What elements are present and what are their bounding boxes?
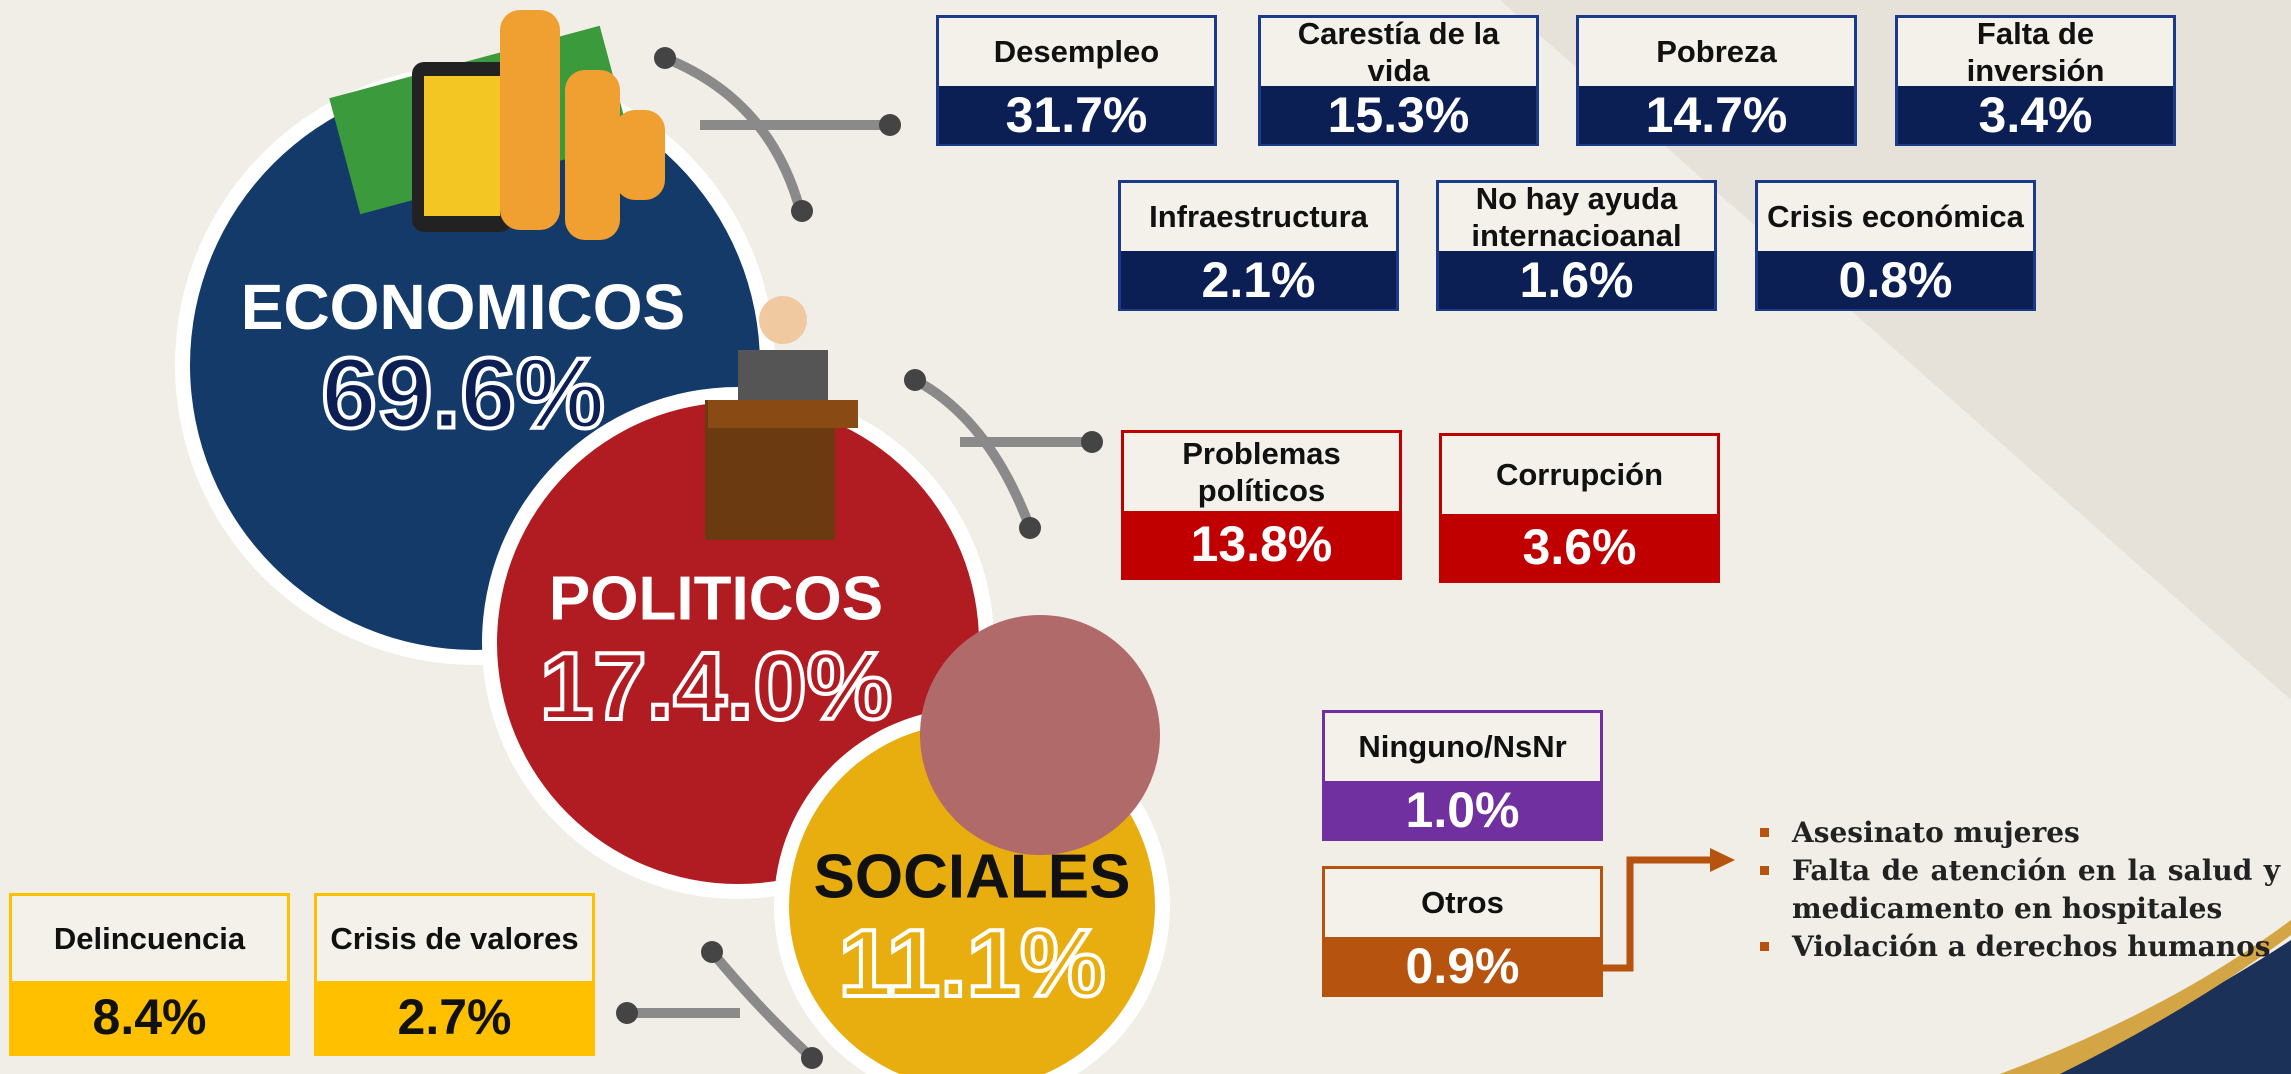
- category-value: 1.0%: [1325, 780, 1600, 839]
- group-title: SOCIALES: [813, 842, 1131, 912]
- category-box: Problemas políticos 13.8%: [1121, 430, 1402, 580]
- arrow-head: [1710, 848, 1735, 872]
- category-label: Crisis económica: [1758, 183, 2033, 251]
- category-label: Falta de inversión: [1898, 18, 2173, 86]
- category-label: Problemas políticos: [1124, 433, 1399, 511]
- otros-details: Asesinato mujeres Falta de atención en la…: [1760, 814, 2280, 966]
- detail-item: Asesinato mujeres: [1760, 814, 2280, 852]
- category-box: Crisis económica 0.8%: [1755, 180, 2036, 311]
- category-label: Pobreza: [1579, 18, 1854, 86]
- category-value: 15.3%: [1261, 85, 1536, 144]
- group-total: 11.1%: [837, 908, 1108, 1019]
- category-value: 2.1%: [1121, 250, 1396, 309]
- group-title: ECONOMICOS: [240, 271, 686, 343]
- category-value: 31.7%: [939, 85, 1214, 144]
- category-label: Carestía de la vida: [1261, 18, 1536, 86]
- group-title: POLITICOS: [548, 564, 884, 634]
- arrow: [1603, 856, 1715, 972]
- category-value: 0.9%: [1325, 936, 1600, 995]
- group-total: 17.4.0%: [538, 631, 894, 742]
- detail-item: Violación a derechos humanos: [1760, 928, 2280, 966]
- category-value: 13.8%: [1124, 510, 1399, 577]
- category-label: Otros: [1325, 869, 1600, 937]
- category-label: Delincuencia: [12, 896, 287, 981]
- category-box: Corrupción 3.6%: [1439, 433, 1720, 583]
- category-box: Pobreza 14.7%: [1576, 15, 1857, 146]
- category-value: 3.4%: [1898, 85, 2173, 144]
- category-label: Ninguno/NsNr: [1325, 713, 1600, 781]
- category-value: 14.7%: [1579, 85, 1854, 144]
- category-value: 8.4%: [12, 980, 287, 1053]
- category-box: No hay ayuda internacioanal 1.6%: [1436, 180, 1717, 311]
- category-box: Crisis de valores 2.7%: [314, 893, 595, 1056]
- category-box: Delincuencia 8.4%: [9, 893, 290, 1056]
- category-label: Crisis de valores: [317, 896, 592, 981]
- category-box: Ninguno/NsNr 1.0%: [1322, 710, 1603, 841]
- category-box: Carestía de la vida 15.3%: [1258, 15, 1539, 146]
- category-box: Desempleo 31.7%: [936, 15, 1217, 146]
- category-value: 0.8%: [1758, 250, 2033, 309]
- category-box: Falta de inversión 3.4%: [1895, 15, 2176, 146]
- detail-item: Falta de atención en la salud y medicame…: [1760, 852, 2280, 928]
- category-label: No hay ayuda internacioanal: [1439, 183, 1714, 251]
- category-label: Desempleo: [939, 18, 1214, 86]
- category-label: Infraestructura: [1121, 183, 1396, 251]
- category-label: Corrupción: [1442, 436, 1717, 514]
- group-total: 69.6%: [319, 336, 607, 452]
- category-value: 3.6%: [1442, 513, 1717, 580]
- category-value: 1.6%: [1439, 250, 1714, 309]
- category-value: 2.7%: [317, 980, 592, 1053]
- category-box: Infraestructura 2.1%: [1118, 180, 1399, 311]
- category-box: Otros 0.9%: [1322, 866, 1603, 997]
